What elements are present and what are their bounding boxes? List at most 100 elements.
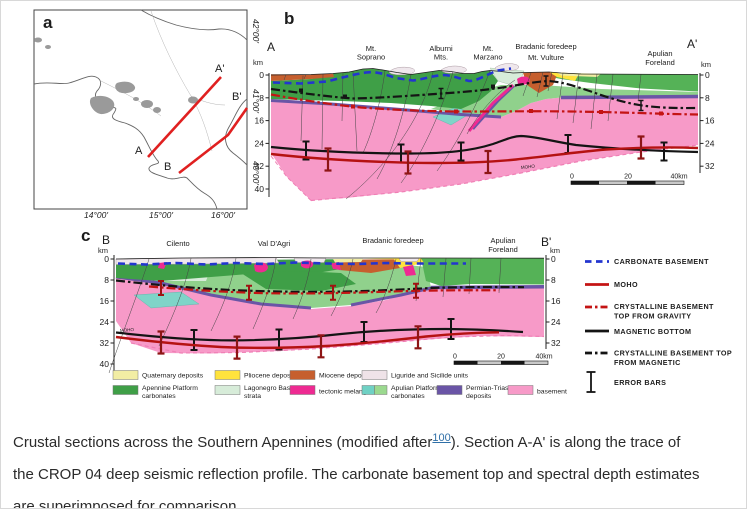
unit-label: carbonates: [391, 393, 425, 400]
depth-tick: 24: [100, 317, 110, 327]
peak-label: Mt.: [366, 44, 376, 53]
lat-tick: 41°00': [251, 89, 261, 113]
depth-tick: 0: [104, 254, 109, 264]
area-label: Cilento: [166, 239, 189, 248]
swatch-apulian-platform-left: [361, 385, 375, 395]
carbonate-basement-line-c: [117, 261, 466, 266]
quaternary-strip: [333, 258, 363, 263]
unit-label: Apulian Platform: [391, 385, 441, 392]
miocene-strip-left: [271, 73, 334, 81]
scale-tick: 0: [453, 354, 457, 361]
topography-line-b: [270, 68, 699, 76]
map-urban-patches: [34, 37, 198, 115]
swatch-pliocene: [214, 370, 241, 380]
apennine-green-lens: [241, 271, 356, 291]
swatch-apulian-platform-right: [374, 385, 388, 395]
citation-superscript: 100: [432, 430, 450, 444]
unit-label: Miocene deposits: [319, 373, 372, 380]
caption-text: are superimposed for comparison.: [13, 498, 241, 509]
magnetic-bottom-line-b: [270, 134, 699, 155]
crystalline-top-magnetic-line-b: [270, 79, 699, 110]
peak-label: Mts.: [434, 53, 448, 62]
crustal-sections-figure: a A A' B B' 14°00: [33, 9, 732, 400]
peak-label: Mt. Vulture: [528, 53, 564, 62]
geology-b: [270, 63, 699, 202]
unit-label: Apennine Platform: [142, 385, 198, 392]
lat-tick: 40°00': [251, 161, 261, 185]
scale-tick: 20: [497, 354, 505, 361]
section-c-end: B': [541, 235, 551, 249]
permian-triassic-band: [115, 275, 312, 310]
scale-bar-b: 0 20 40km: [570, 174, 688, 185]
lat-tick: 42°00': [251, 19, 261, 43]
legend-label: MAGNETIC BOTTOM: [614, 327, 691, 336]
axis-c-left: km 0 8 16 24 32 40: [98, 246, 115, 378]
axis-unit: km: [701, 60, 711, 69]
legend-label: FROM MAGNETIC: [614, 358, 681, 367]
depth-tick: 24: [705, 138, 715, 148]
unit-legend-row1: Quaternary deposits Pliocene deposits Mi…: [112, 370, 469, 380]
swatch-quaternary: [112, 370, 139, 380]
depth-tick: 0: [705, 70, 710, 80]
legend-label: TOP FROM GRAVITY: [614, 312, 691, 321]
magnetic-markers-b: [299, 84, 495, 99]
scale-tick: 40km: [670, 174, 687, 181]
peak-label: Soprano: [357, 53, 385, 62]
apennine-platform-green: [116, 259, 341, 281]
peak-labels-b: Mt. Soprano Alburni Mts. Mt. Marzano Bra…: [357, 42, 675, 67]
legend-label: CRYSTALLINE BASEMENT TOP: [614, 349, 732, 358]
unit-label: deposits: [466, 393, 492, 400]
axis-unit: km: [253, 58, 263, 67]
unit-label: tectonic melange: [319, 389, 371, 396]
axis-unit: km: [550, 246, 560, 255]
peak-label: Apulian: [647, 49, 672, 58]
red-error-bars-shallow-c: [158, 280, 419, 301]
basement-pink: [271, 96, 698, 201]
depth-tick: 16: [551, 296, 561, 306]
caption-text: Crustal sections across the Southern Ape…: [13, 434, 433, 451]
legend-label: CRYSTALLINE BASEMENT: [614, 302, 714, 311]
legend-label: ERROR BARS: [614, 378, 666, 387]
magnetic-bottom-line-c: [115, 327, 524, 342]
small-black-error-bars-b: [438, 75, 644, 112]
depth-tick: 0: [551, 254, 556, 264]
map-label-b-prime: B': [232, 91, 241, 103]
line-legend: CARBONATE BASEMENT MOHO CRYSTALLINE BASE…: [585, 257, 732, 393]
permian-triassic-band: [560, 94, 699, 100]
foreland-green: [421, 258, 544, 286]
moho-line-c: [115, 331, 500, 350]
section-c-start: B: [102, 233, 110, 247]
red-error-bars-b: [324, 135, 645, 175]
peak-label: Foreland: [645, 58, 675, 67]
scale-tick: 20: [624, 174, 632, 181]
unit-legend: Quaternary deposits Pliocene deposits Mi…: [112, 370, 567, 400]
unit-label: Quaternary deposits: [142, 373, 204, 380]
tectonic-melange-sliver: [467, 83, 515, 132]
caption-text: ). Section A-A' is along the trace of: [450, 434, 681, 451]
unit-legend-row2: Apennine Platform carbonates Lagonegro B…: [112, 385, 567, 400]
moho-dashed-edge: [130, 334, 545, 354]
section-line-b: [178, 107, 249, 175]
depth-tick: 32: [255, 161, 265, 171]
depth-tick: 0: [259, 70, 264, 80]
peak-label: Bradanic foredeep: [515, 42, 576, 51]
depth-tick: 8: [259, 93, 264, 103]
scale-bar-c: 0 20 40km: [453, 354, 553, 365]
depth-tick: 32: [100, 338, 110, 348]
scale-tick: 0: [570, 174, 574, 181]
citation-link[interactable]: 100: [432, 432, 451, 444]
topography-line-c: [115, 257, 545, 260]
panel-b-label: b: [284, 9, 294, 28]
moho-small-label-b: MOHO: [521, 164, 536, 170]
depth-tick: 32: [551, 338, 561, 348]
depth-tick: 24: [551, 317, 561, 327]
unit-label: Liguride and Sicilide units: [391, 373, 469, 380]
swatch-miocene: [289, 370, 316, 380]
unit-label: basement: [537, 389, 567, 396]
depth-tick: 32: [705, 161, 715, 171]
area-label: Val D'Agri: [258, 239, 291, 248]
lon-tick: 15°00': [149, 210, 173, 220]
legend-label: CARBONATE BASEMENT: [614, 257, 709, 266]
peak-label: Alburni: [429, 44, 453, 53]
